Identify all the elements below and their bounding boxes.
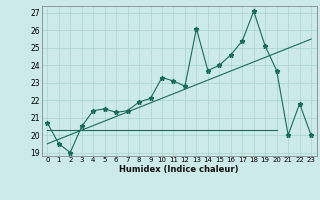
X-axis label: Humidex (Indice chaleur): Humidex (Indice chaleur) (119, 165, 239, 174)
